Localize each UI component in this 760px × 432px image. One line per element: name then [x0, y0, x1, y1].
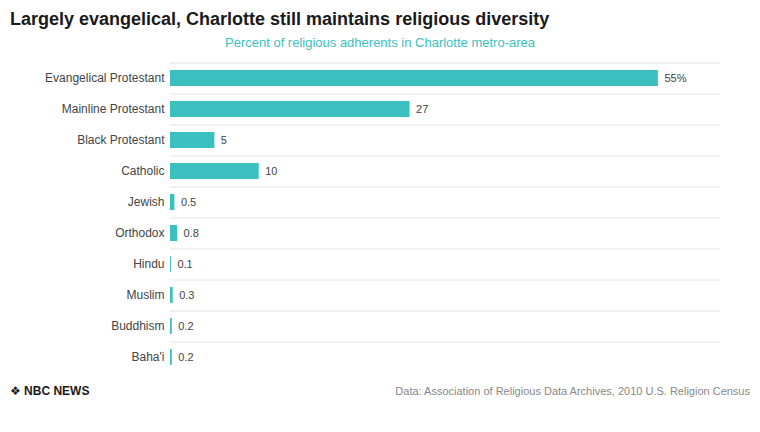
svg-text:Muslim: Muslim — [127, 288, 165, 302]
svg-text:Mainline Protestant: Mainline Protestant — [62, 102, 165, 116]
svg-text:Black Protestant: Black Protestant — [77, 133, 165, 147]
svg-text:55%: 55% — [664, 72, 686, 84]
svg-text:Jewish: Jewish — [128, 195, 165, 209]
svg-text:Hindu: Hindu — [133, 257, 164, 271]
svg-text:Orthodox: Orthodox — [115, 226, 164, 240]
svg-text:Buddhism: Buddhism — [111, 319, 164, 333]
html-text:Data: Association of Religious: Data: Association of Religious Data Arch… — [395, 385, 750, 397]
svg-text:0.5: 0.5 — [181, 196, 196, 208]
svg-text:0.1: 0.1 — [177, 258, 192, 270]
svg-text:10: 10 — [265, 165, 277, 177]
svg-text:5: 5 — [221, 134, 227, 146]
html-text:❖ NBC NEWS: ❖ NBC NEWS — [10, 384, 90, 398]
svg-text:Baha'i: Baha'i — [132, 350, 165, 364]
html-text:Percent of religious adherents: Percent of religious adherents in Charlo… — [225, 35, 535, 50]
svg-text:0.8: 0.8 — [184, 227, 199, 239]
html-text:Largely evangelical, Charlotte: Largely evangelical, Charlotte still mai… — [10, 9, 550, 29]
svg-text:0.3: 0.3 — [179, 289, 194, 301]
svg-text:Catholic: Catholic — [121, 164, 164, 178]
svg-text:0.2: 0.2 — [178, 351, 193, 363]
svg-text:0.2: 0.2 — [178, 320, 193, 332]
svg-text:Evangelical Protestant: Evangelical Protestant — [45, 71, 165, 85]
svg-text:27: 27 — [416, 103, 428, 115]
